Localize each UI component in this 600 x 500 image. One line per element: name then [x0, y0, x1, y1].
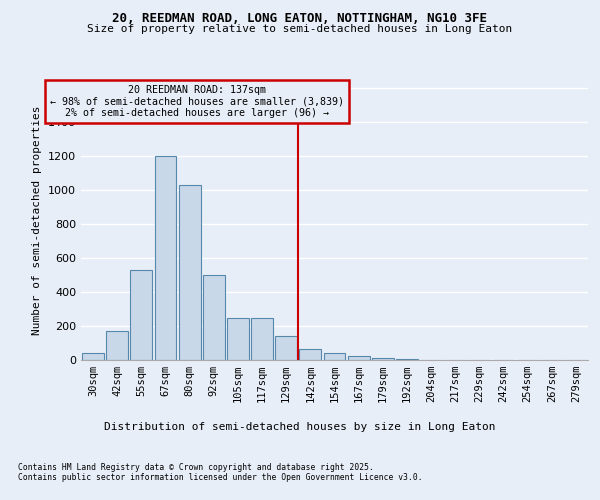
Bar	[299, 349, 321, 360]
Bar	[275, 336, 297, 360]
Bar	[82, 353, 104, 360]
Text: 20 REEDMAN ROAD: 137sqm
← 98% of semi-detached houses are smaller (3,839)
2% of : 20 REEDMAN ROAD: 137sqm ← 98% of semi-de…	[50, 85, 344, 118]
Bar	[106, 331, 128, 360]
Bar	[348, 356, 370, 360]
Bar	[227, 318, 249, 360]
Bar	[372, 358, 394, 360]
Bar	[130, 270, 152, 360]
Bar	[323, 353, 346, 360]
Text: Size of property relative to semi-detached houses in Long Eaton: Size of property relative to semi-detach…	[88, 24, 512, 34]
Text: Distribution of semi-detached houses by size in Long Eaton: Distribution of semi-detached houses by …	[104, 422, 496, 432]
Bar	[179, 185, 200, 360]
Text: 20, REEDMAN ROAD, LONG EATON, NOTTINGHAM, NG10 3FE: 20, REEDMAN ROAD, LONG EATON, NOTTINGHAM…	[113, 12, 487, 26]
Text: Contains HM Land Registry data © Crown copyright and database right 2025.
Contai: Contains HM Land Registry data © Crown c…	[18, 462, 422, 482]
Y-axis label: Number of semi-detached properties: Number of semi-detached properties	[32, 106, 43, 335]
Bar	[396, 359, 418, 360]
Bar	[203, 275, 224, 360]
Bar	[251, 318, 273, 360]
Bar	[155, 156, 176, 360]
